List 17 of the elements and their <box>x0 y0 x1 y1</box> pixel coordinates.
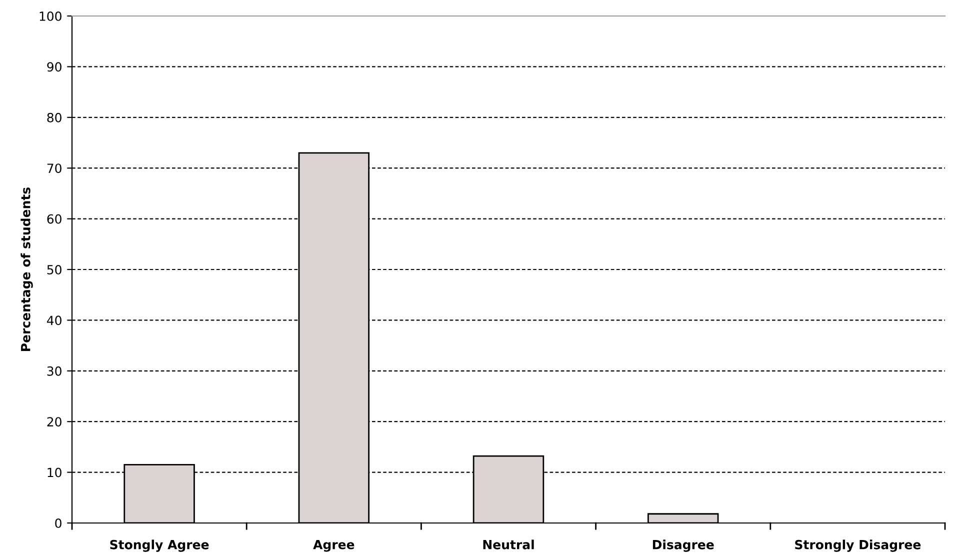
y-tick-label: 80 <box>47 112 62 122</box>
y-tick-label: 100 <box>40 11 62 21</box>
y-tick-label: 60 <box>47 214 62 224</box>
y-tick-label: 0 <box>55 518 62 528</box>
y-tick-label: 20 <box>47 417 62 427</box>
x-tick-label: Strongly Disagree <box>795 540 921 552</box>
y-tick-label: 90 <box>47 62 62 72</box>
y-tick-label: 30 <box>47 366 62 376</box>
y-tick-label: 10 <box>48 468 62 478</box>
x-tick-label: Stongly Agree <box>110 540 209 552</box>
y-tick-label: 40 <box>46 316 62 326</box>
y-tick-label: 70 <box>47 164 62 174</box>
x-tick-label: Agree <box>313 540 354 552</box>
y-axis-title: Percentage of students <box>20 187 33 351</box>
x-tick-label: Disagree <box>652 540 714 552</box>
y-tick-label: 50 <box>47 264 62 274</box>
x-tick-label: Neutral <box>483 540 534 550</box>
